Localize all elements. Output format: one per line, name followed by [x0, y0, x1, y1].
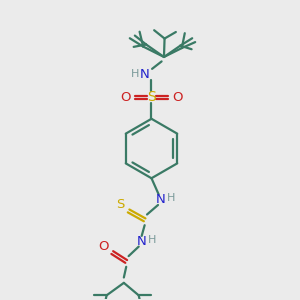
Text: O: O	[120, 91, 130, 104]
Text: H: H	[131, 69, 139, 79]
Text: O: O	[172, 91, 183, 104]
Text: N: N	[140, 68, 150, 81]
Text: O: O	[98, 240, 109, 253]
Text: N: N	[156, 193, 166, 206]
Text: H: H	[167, 193, 176, 203]
Text: H: H	[148, 235, 156, 245]
Text: N: N	[137, 235, 147, 248]
Text: S: S	[147, 90, 156, 104]
Text: S: S	[116, 199, 124, 212]
